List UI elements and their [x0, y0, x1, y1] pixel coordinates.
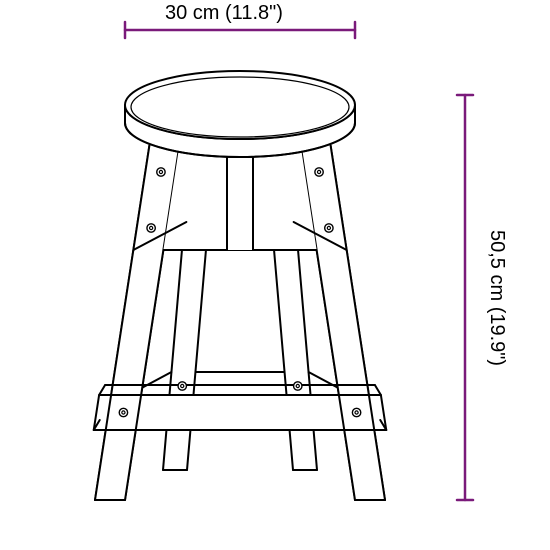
height-line1: 50,5 cm [486, 230, 508, 301]
diagram-container: 30 cm (11.8") 50,5 cm (19.9") [0, 0, 550, 550]
width-dimension-label: 30 cm (11.8") [165, 2, 283, 25]
height-line2: (19.9") [486, 307, 508, 366]
height-dimension-label: 50,5 cm (19.9") [485, 230, 509, 366]
stool-drawing [0, 0, 550, 550]
